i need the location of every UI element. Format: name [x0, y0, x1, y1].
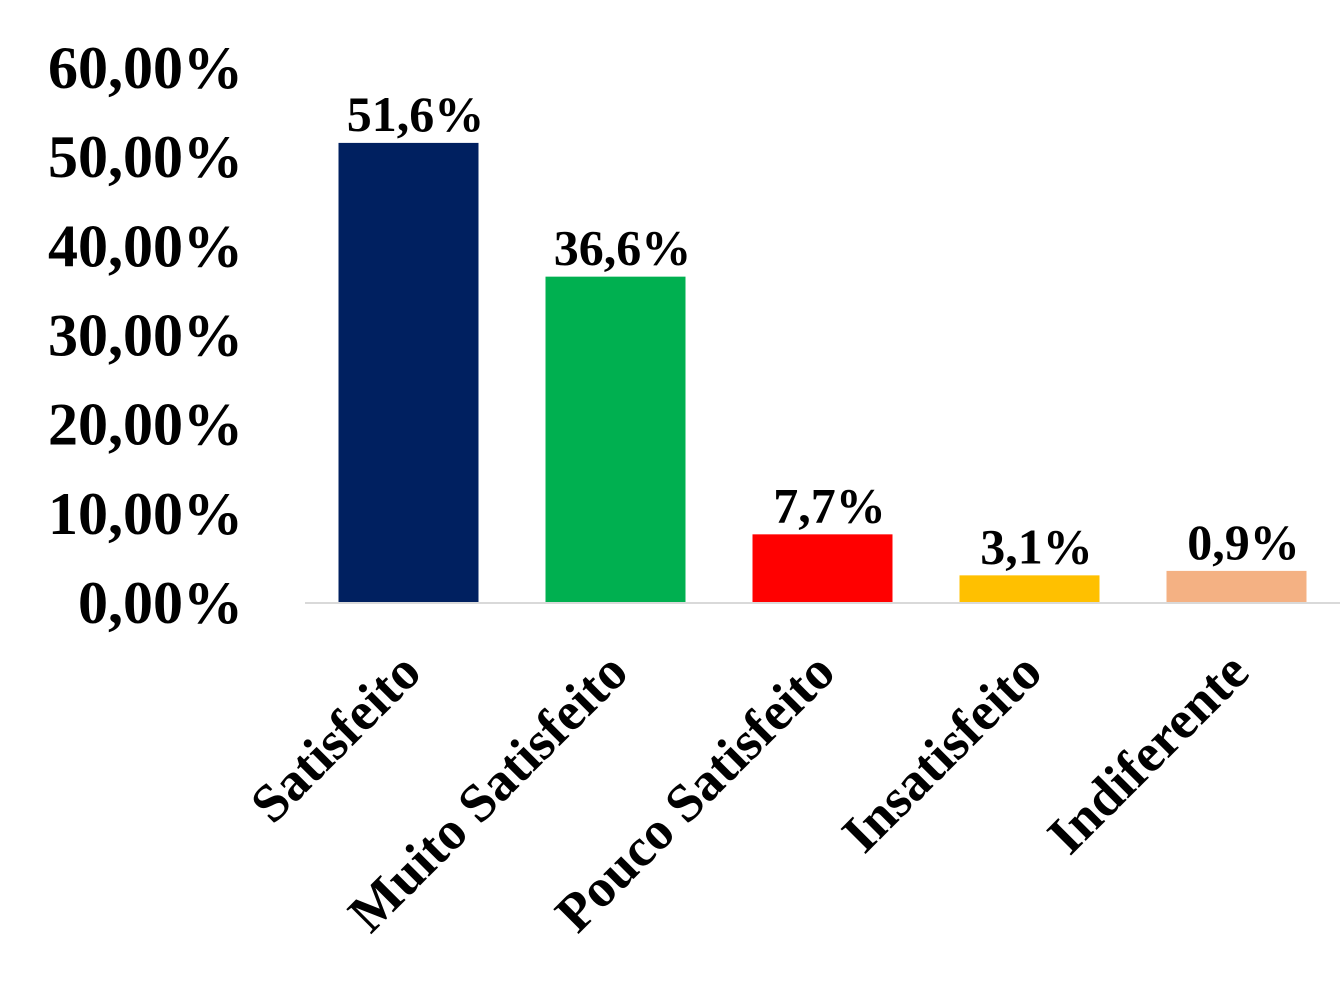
data-label: 7,7% — [773, 477, 886, 533]
y-tick-label: 60,00% — [48, 35, 243, 101]
data-label: 0,9% — [1187, 514, 1300, 570]
bar — [338, 142, 479, 603]
bar — [545, 276, 686, 603]
y-tick-label: 0,00% — [78, 570, 243, 636]
data-label: 51,6% — [347, 86, 485, 142]
y-tick-label: 10,00% — [48, 481, 243, 547]
y-tick-label: 20,00% — [48, 392, 243, 458]
y-tick-label: 30,00% — [48, 303, 243, 369]
y-tick-label: 40,00% — [48, 213, 243, 279]
bar — [752, 534, 893, 603]
x-tick-label: Indiferente — [1036, 641, 1260, 865]
y-axis-ticks: 0,00% 10,00% 20,00% 30,00% 40,00% 50,00% 60,00… — [48, 35, 243, 636]
x-tick-label: Insatisfeito — [830, 641, 1053, 864]
y-tick-label: 50,00% — [48, 124, 243, 190]
bar — [959, 575, 1100, 603]
data-label: 3,1% — [980, 518, 1093, 574]
bars — [338, 142, 1307, 603]
x-tick-label: Satisfeito — [239, 641, 432, 834]
bar — [1166, 570, 1307, 603]
data-label: 36,6% — [554, 220, 692, 276]
data-labels: 51,6% 36,6% 7,7% 3,1% 0,9% — [347, 86, 1300, 574]
